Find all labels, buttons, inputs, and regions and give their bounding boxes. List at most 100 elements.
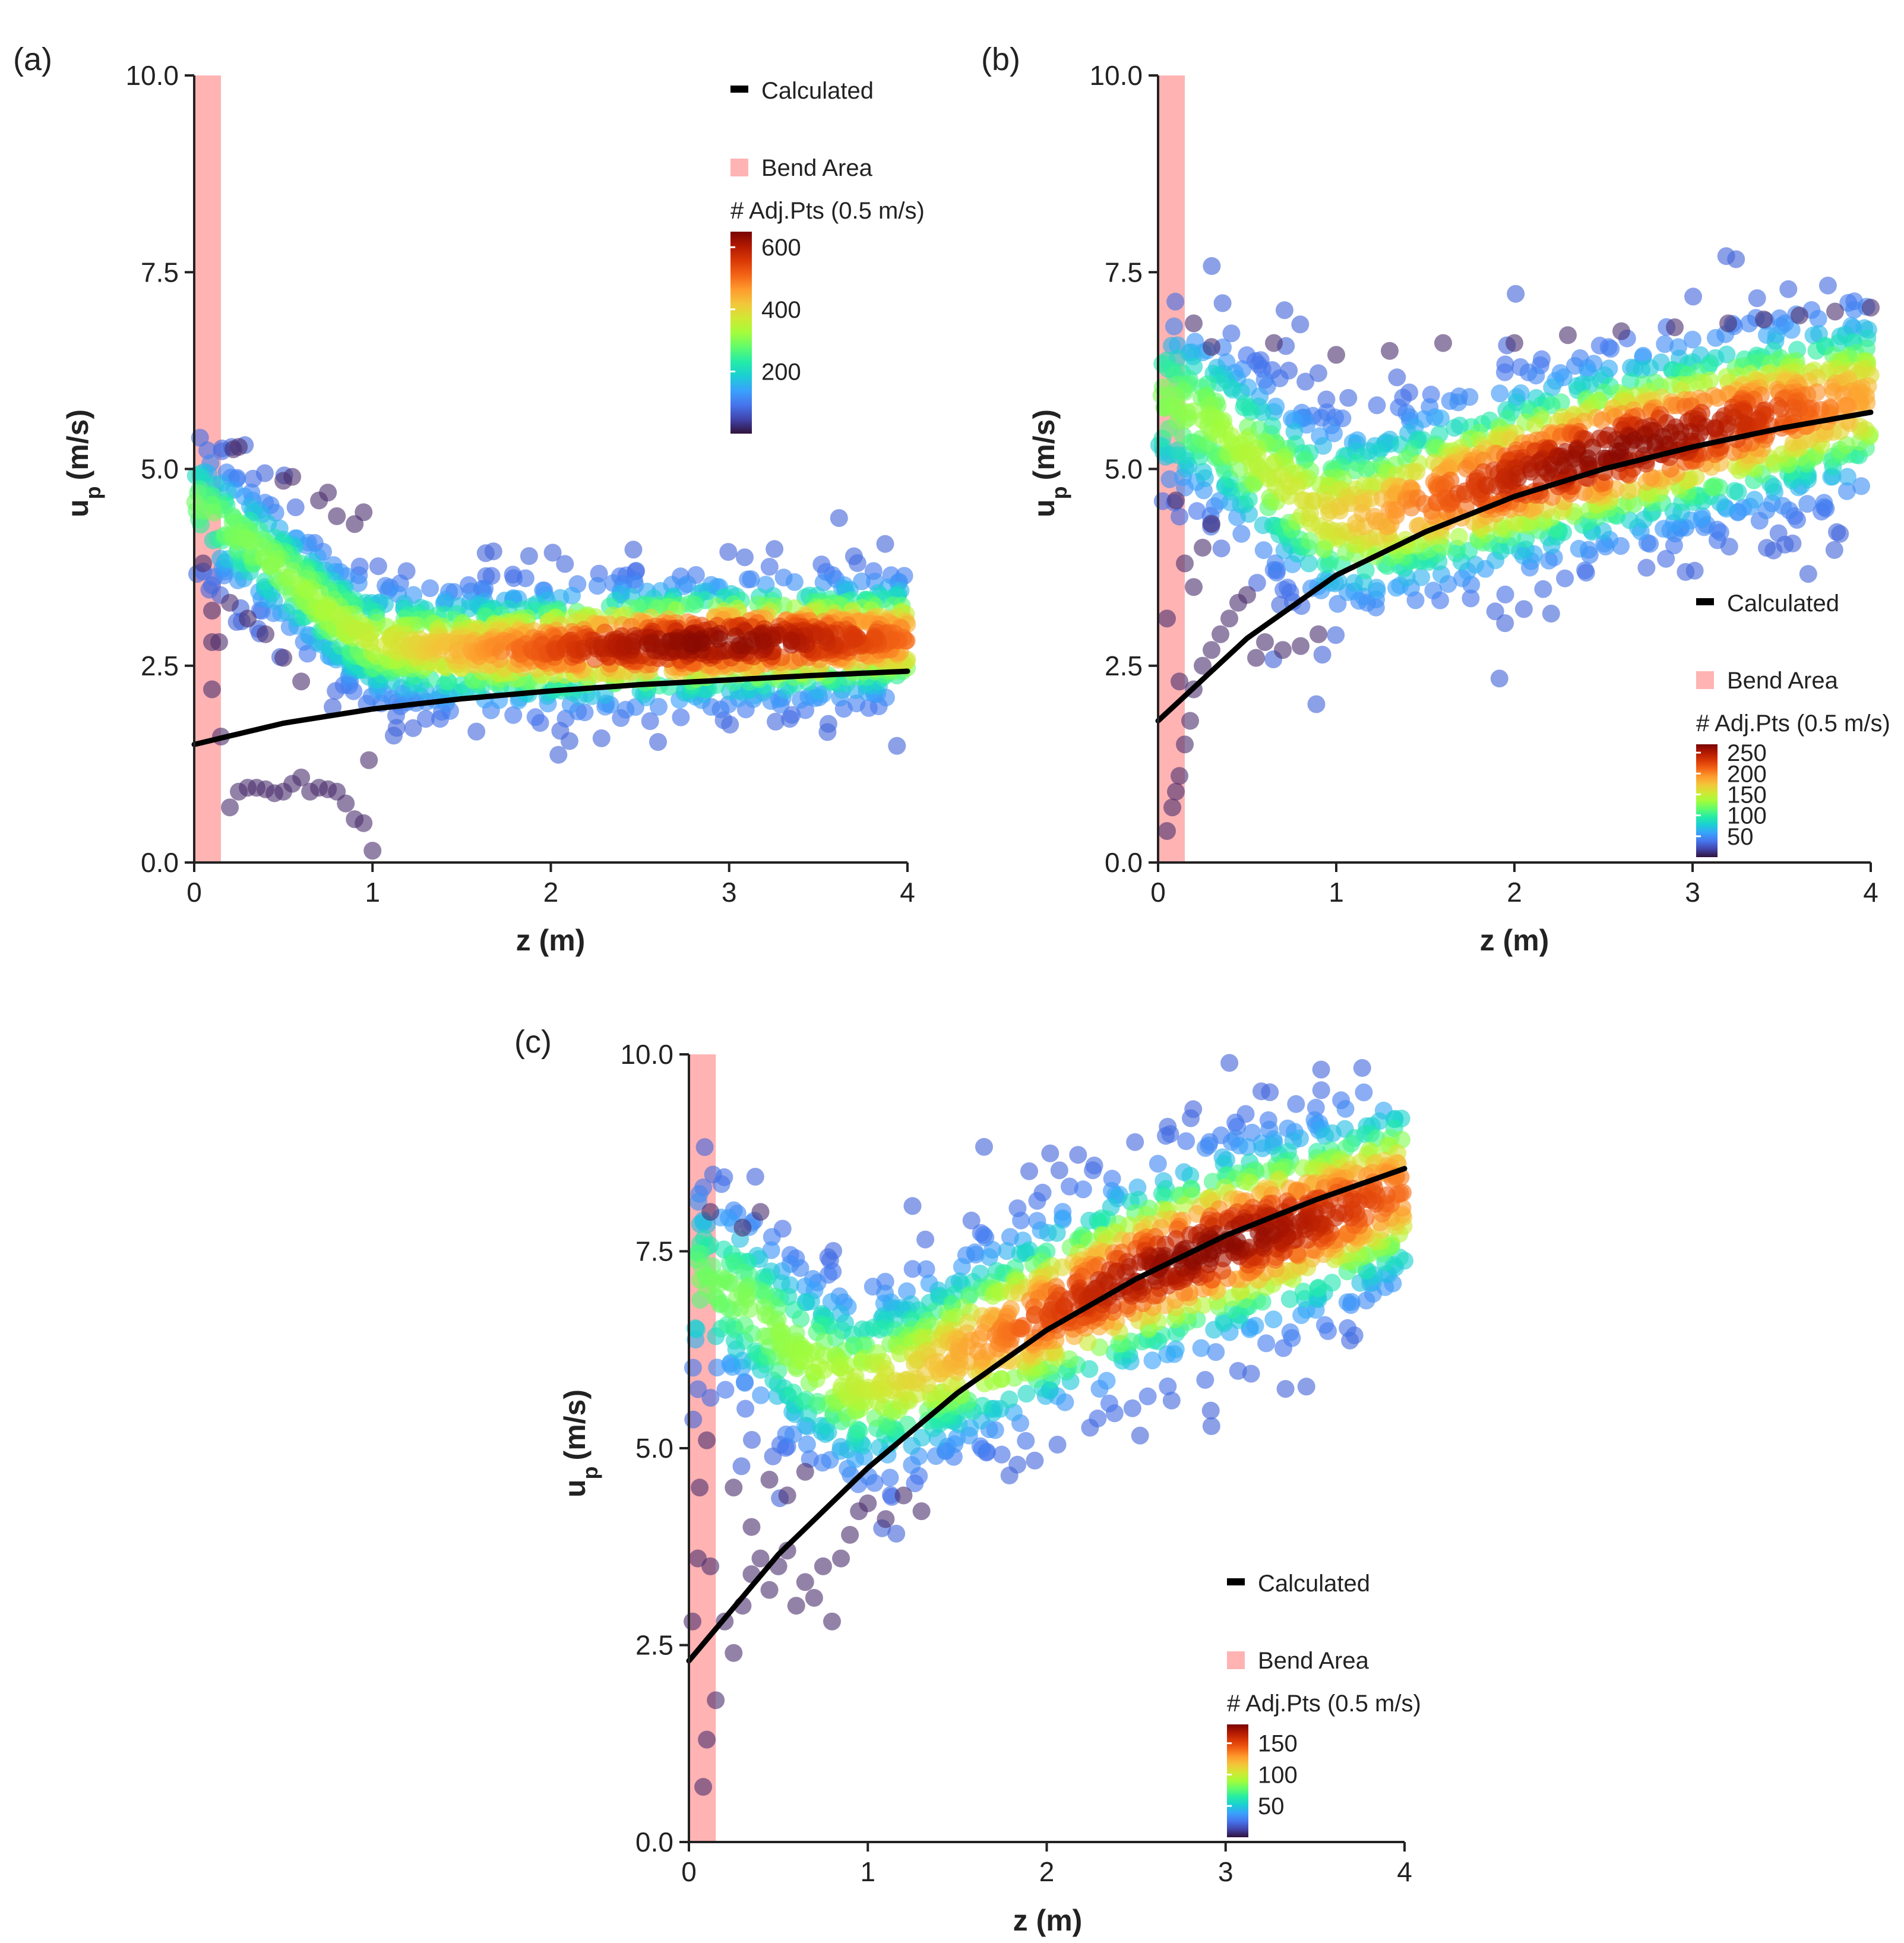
data-point [814, 573, 833, 592]
x-tick-label: 1 [365, 877, 380, 908]
data-point [1355, 1083, 1373, 1101]
y-tick-label: 7.5 [635, 1236, 673, 1267]
axes: 0 1 2 3 40.02.55.07.510.0 [620, 1039, 1412, 1887]
data-point [1281, 1323, 1299, 1341]
data-point [766, 540, 784, 558]
data-point [1799, 565, 1817, 583]
data-point [1017, 1432, 1035, 1450]
legend-bend-swatch [1227, 1651, 1245, 1669]
outlier-point [230, 438, 248, 456]
data-point [1779, 280, 1798, 298]
outlier-point [221, 593, 239, 612]
outlier-point [823, 1612, 841, 1631]
data-point [1815, 494, 1833, 512]
x-tick-label: 3 [1218, 1856, 1234, 1887]
data-point [1196, 1139, 1214, 1157]
data-point [404, 719, 422, 737]
outlier-point [194, 554, 213, 573]
y-tick-label: 0.0 [635, 1827, 673, 1857]
data-point [1314, 437, 1332, 455]
data-point [1798, 495, 1817, 513]
data-point [684, 1410, 703, 1429]
outlier-point [698, 1431, 716, 1449]
data-point [244, 469, 262, 488]
data-point [369, 557, 387, 576]
data-point [1740, 314, 1758, 333]
outlier-point [1171, 767, 1188, 785]
data-point [1388, 368, 1406, 387]
data-point [1138, 1387, 1157, 1405]
outlier-point [221, 798, 239, 817]
data-point [743, 1431, 761, 1449]
data-point [467, 722, 486, 741]
data-point [686, 595, 704, 614]
data-point [417, 710, 435, 728]
plot-area [186, 75, 916, 862]
outlier-point [1171, 672, 1188, 691]
legend-calculated-swatch [1227, 1578, 1245, 1585]
panel-label: (a) [13, 42, 52, 77]
data-point [1254, 541, 1273, 560]
outlier-point [1506, 334, 1523, 352]
data-point [1213, 294, 1232, 312]
data-point [1570, 539, 1588, 558]
data-point [1706, 328, 1725, 347]
data-point [1325, 424, 1343, 443]
data-point [1276, 1380, 1295, 1398]
data-point [760, 558, 779, 576]
data-point [847, 694, 866, 713]
data-point [1579, 449, 1597, 467]
data-point [772, 1274, 790, 1293]
data-point [1368, 396, 1386, 415]
data-point [686, 1319, 704, 1337]
data-point [710, 1274, 729, 1293]
data-point [1809, 309, 1827, 328]
outlier-point [1310, 625, 1327, 643]
data-point [1192, 1339, 1210, 1357]
data-point [1534, 580, 1552, 598]
data-point [1291, 1213, 1310, 1231]
data-point [421, 579, 439, 598]
x-tick-label: 4 [1397, 1856, 1412, 1887]
data-point [1323, 1274, 1341, 1292]
data-point [1709, 388, 1727, 407]
data-point [1608, 442, 1626, 460]
x-axis-label: z (m) [516, 924, 586, 957]
data-point [1336, 1100, 1355, 1118]
data-point [1020, 1162, 1038, 1180]
data-point [1316, 1127, 1334, 1145]
data-point [1166, 1340, 1185, 1358]
y-axis-label: up(m/s) [1027, 409, 1071, 517]
y-tick-label: 10.0 [1089, 60, 1143, 91]
data-point [684, 1358, 702, 1377]
outlier-point [1203, 515, 1220, 533]
data-point [1279, 579, 1297, 597]
data-point [710, 630, 728, 648]
outlier-point [760, 1471, 779, 1489]
y-axis-label: up(m/s) [558, 1389, 602, 1497]
data-point [815, 1361, 833, 1379]
data-point [1828, 523, 1846, 541]
data-point [1565, 450, 1583, 468]
data-point [1280, 1290, 1299, 1308]
data-point [1449, 393, 1467, 412]
x-tick-label: 0 [681, 1856, 697, 1887]
data-point [1637, 558, 1656, 577]
data-point [732, 1457, 751, 1476]
data-point [980, 1248, 998, 1266]
data-point [1593, 411, 1611, 429]
data-point [720, 1254, 739, 1272]
data-point [1769, 524, 1788, 542]
data-point [1061, 1177, 1078, 1196]
data-point [967, 1246, 985, 1264]
density-points [684, 1054, 1413, 1543]
data-point [992, 1445, 1011, 1464]
data-point [1131, 1426, 1149, 1445]
outlier-point [1158, 609, 1176, 628]
outlier-point [1185, 578, 1203, 596]
data-point [1526, 416, 1544, 435]
x-axis-label: z (m) [1480, 924, 1549, 957]
data-point [1462, 589, 1480, 608]
outlier-point [1220, 609, 1238, 628]
